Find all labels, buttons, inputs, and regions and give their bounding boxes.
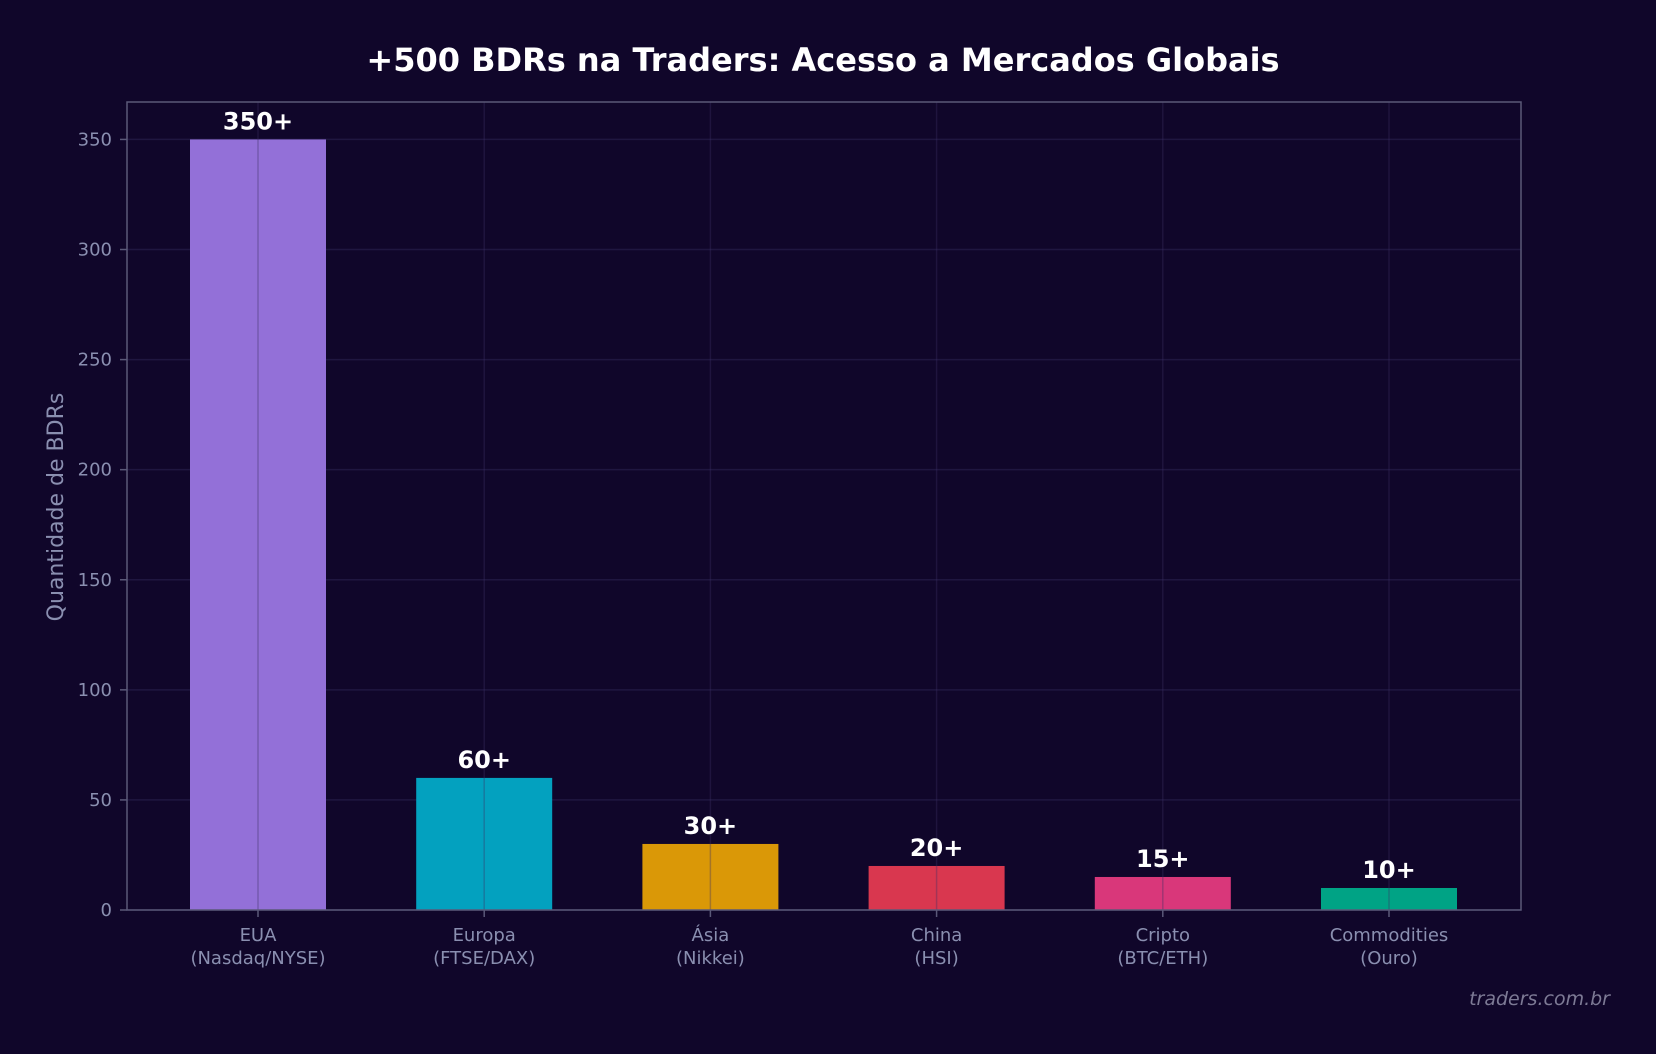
grid-layer xyxy=(127,138,1521,911)
watermark: traders.com.br xyxy=(1469,988,1611,1010)
y-tick-label: 350 xyxy=(78,129,112,150)
x-tick-label: Commodities xyxy=(1330,925,1449,946)
y-tick-label: 150 xyxy=(78,570,112,591)
x-tick-label: Ásia xyxy=(692,924,730,946)
bar-2 xyxy=(642,843,779,910)
data-label: 15+ xyxy=(1136,845,1190,873)
axes-layer: 0 50 100 150 200 250 300 350 EUA(Nasdaq/NYSE) Eur… xyxy=(78,101,1522,969)
y-tick-label: 50 xyxy=(89,790,112,811)
y-tick-label: 200 xyxy=(78,460,112,481)
bar-0 xyxy=(190,139,326,910)
y-tick-label: 0 xyxy=(101,900,112,921)
x-tick-sublabel: (Nikkei) xyxy=(676,948,745,969)
chart-title: +500 BDRs na Traders: Acesso a Mercados … xyxy=(366,41,1279,79)
x-tick-label: EUA xyxy=(240,925,278,946)
x-tick-sublabel: (BTC/ETH) xyxy=(1117,948,1208,969)
x-tick-sublabel: (FTSE/DAX) xyxy=(433,948,535,969)
bar-4 xyxy=(1094,876,1231,910)
bars-layer xyxy=(190,139,1457,910)
labels-layer: 350+ 60+ 30+ 20+ 15+ 10+ xyxy=(223,107,1416,884)
x-tick-label: Cripto xyxy=(1136,925,1190,946)
data-label: 60+ xyxy=(457,746,511,774)
y-tick-label: 250 xyxy=(78,350,112,371)
data-label: 350+ xyxy=(223,107,293,135)
bar-5 xyxy=(1321,887,1457,910)
x-tick-sublabel: (Nasdaq/NYSE) xyxy=(190,948,325,969)
x-tick-sublabel: (HSI) xyxy=(914,948,958,969)
bar-1 xyxy=(416,777,553,910)
data-label: 10+ xyxy=(1362,856,1416,884)
y-axis-label: Quantidade de BDRs xyxy=(44,393,69,622)
vertical-grid-layer xyxy=(257,102,1390,910)
x-tick-sublabel: (Ouro) xyxy=(1360,948,1418,969)
data-label: 30+ xyxy=(684,812,738,840)
y-tick-label: 300 xyxy=(78,240,112,261)
plot-border xyxy=(126,101,1522,911)
y-tick-label: 100 xyxy=(78,680,112,701)
x-tick-label: China xyxy=(911,925,962,946)
data-label: 20+ xyxy=(910,834,964,862)
bar-3 xyxy=(868,865,1005,910)
x-tick-label: Europa xyxy=(453,925,516,946)
